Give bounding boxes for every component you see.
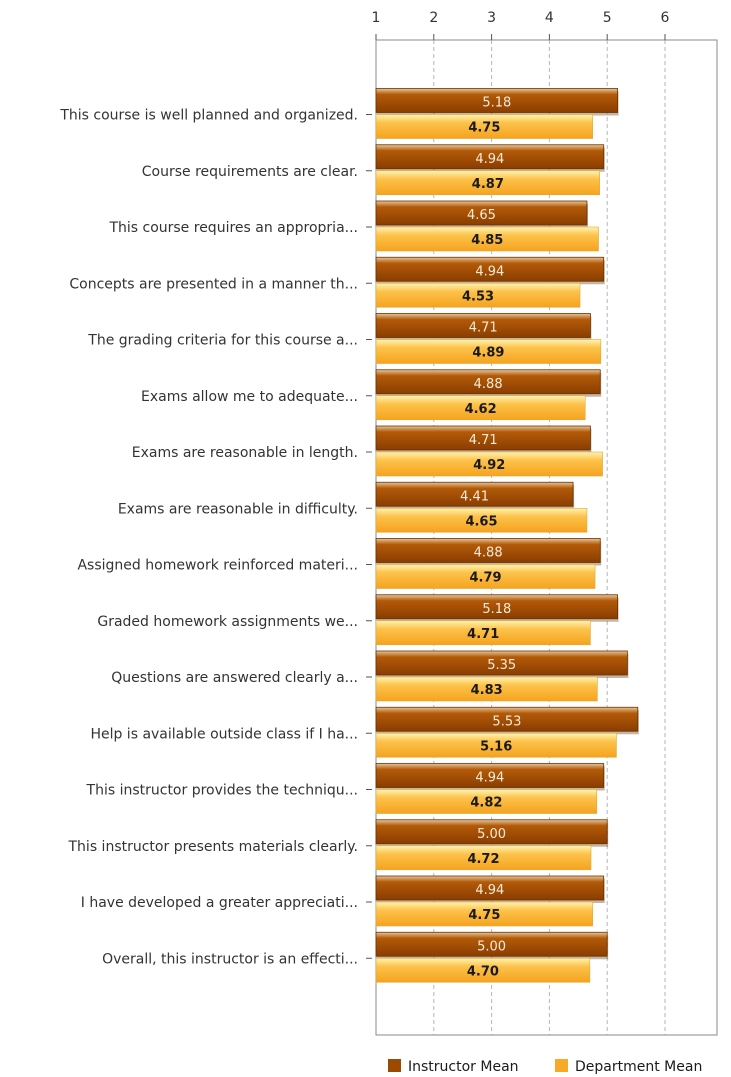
bar-department-mean bbox=[375, 170, 600, 196]
legend-swatch-department bbox=[555, 1059, 568, 1072]
bar-instructor-mean bbox=[375, 538, 601, 563]
plot-area bbox=[375, 39, 718, 1036]
bar-department-mean bbox=[375, 845, 592, 871]
bar-instructor-mean bbox=[375, 706, 639, 732]
x-axis: 1 2 3 4 5 6 bbox=[372, 10, 670, 40]
data-label-department: 4.70 bbox=[467, 964, 499, 979]
x-tick-label: 6 bbox=[661, 10, 670, 26]
bar-department-mean bbox=[375, 957, 591, 983]
x-tick-label: 5 bbox=[603, 10, 612, 26]
data-label-instructor: 5.35 bbox=[487, 658, 516, 673]
data-label-department: 4.62 bbox=[465, 402, 497, 417]
data-label-instructor: 4.65 bbox=[467, 208, 496, 223]
data-label-instructor: 5.18 bbox=[482, 602, 511, 617]
x-tick-label: 2 bbox=[429, 10, 438, 26]
category-label: Concepts are presented in a manner th... bbox=[69, 276, 358, 292]
bar-department-mean bbox=[375, 676, 598, 702]
legend-label-department: Department Mean bbox=[575, 1059, 702, 1075]
data-label-department: 4.72 bbox=[467, 852, 499, 867]
bar-department-mean bbox=[375, 732, 617, 758]
legend: Instructor Mean Department Mean bbox=[388, 1059, 702, 1075]
category-label: This course is well planned and organize… bbox=[59, 108, 358, 124]
category-label: The grading criteria for this course a..… bbox=[87, 333, 358, 349]
bar-instructor-mean bbox=[375, 256, 605, 282]
data-label-instructor: 4.94 bbox=[475, 883, 504, 898]
bar-department-mean bbox=[375, 789, 598, 814]
data-label-department: 4.79 bbox=[469, 571, 501, 586]
bar-department-mean bbox=[375, 395, 586, 421]
data-label-instructor: 4.41 bbox=[460, 489, 489, 504]
data-label-department: 4.87 bbox=[472, 177, 504, 192]
data-label-department: 4.53 bbox=[462, 289, 494, 304]
data-label-instructor: 4.94 bbox=[475, 771, 504, 786]
bar-department-mean bbox=[375, 114, 594, 139]
category-label: Exams allow me to adequate... bbox=[141, 389, 358, 405]
data-label-instructor: 4.88 bbox=[474, 377, 503, 392]
bar-department-mean bbox=[375, 620, 591, 646]
data-label-department: 4.71 bbox=[467, 627, 499, 642]
data-label-instructor: 5.18 bbox=[482, 96, 511, 111]
category-label: Help is available outside class if I ha.… bbox=[90, 726, 358, 742]
category-label: Graded homework assignments we... bbox=[97, 614, 358, 630]
data-label-department: 5.16 bbox=[480, 739, 512, 754]
data-label-instructor: 5.53 bbox=[492, 714, 521, 729]
data-label-instructor: 5.00 bbox=[477, 827, 506, 842]
legend-label-instructor: Instructor Mean bbox=[408, 1059, 519, 1075]
bar-department-mean bbox=[375, 226, 599, 252]
bar-department-mean bbox=[375, 901, 594, 927]
category-label: I have developed a greater appreciati... bbox=[81, 895, 358, 911]
bar-department-mean bbox=[375, 282, 581, 308]
data-label-department: 4.82 bbox=[470, 796, 502, 811]
legend-swatch-instructor bbox=[388, 1059, 401, 1072]
data-label-instructor: 4.88 bbox=[474, 546, 503, 561]
category-label: This instructor provides the techniqu... bbox=[86, 783, 358, 799]
category-label: This instructor presents materials clear… bbox=[68, 839, 359, 855]
category-label: Assigned homework reinforced materi... bbox=[77, 558, 358, 574]
category-label: Overall, this instructor is an effecti..… bbox=[102, 951, 358, 967]
bar-instructor-mean bbox=[375, 819, 608, 845]
category-label: Course requirements are clear. bbox=[142, 164, 358, 180]
bar-instructor-mean bbox=[375, 594, 618, 620]
bar-instructor-mean bbox=[375, 931, 608, 957]
category-label: Exams are reasonable in difficulty. bbox=[118, 501, 358, 517]
data-label-instructor: 4.71 bbox=[469, 433, 498, 448]
data-label-instructor: 4.71 bbox=[469, 321, 498, 336]
data-label-instructor: 4.94 bbox=[475, 264, 504, 279]
bar-instructor-mean bbox=[375, 200, 588, 226]
data-label-department: 4.75 bbox=[468, 121, 500, 136]
bar-department-mean bbox=[375, 451, 603, 477]
y-axis: This course is well planned and organize… bbox=[59, 108, 372, 967]
data-label-department: 4.65 bbox=[465, 514, 497, 529]
data-label-department: 4.75 bbox=[468, 908, 500, 923]
bar-instructor-mean bbox=[375, 481, 574, 507]
x-tick-label: 3 bbox=[487, 10, 496, 26]
bar-department-mean bbox=[375, 507, 588, 533]
bar-instructor-mean bbox=[375, 369, 601, 395]
data-label-instructor: 4.94 bbox=[475, 152, 504, 167]
bar-department-mean bbox=[375, 339, 602, 364]
category-label: This course requires an appropria... bbox=[108, 220, 358, 236]
bars: 5.18 4.75 4.94 4.87 4.65 4.85 4.94 4.53 4.71 4.89… bbox=[375, 88, 639, 983]
bar-department-mean bbox=[375, 564, 596, 589]
bar-instructor-mean bbox=[375, 875, 605, 901]
data-label-department: 4.83 bbox=[471, 683, 503, 698]
x-tick-label: 1 bbox=[372, 10, 381, 26]
data-label-department: 4.92 bbox=[473, 458, 505, 473]
data-label-instructor: 5.00 bbox=[477, 939, 506, 954]
bar-instructor-mean bbox=[375, 313, 591, 338]
bar-instructor-mean bbox=[375, 88, 618, 113]
category-label: Exams are reasonable in length. bbox=[132, 445, 358, 461]
bar-instructor-mean bbox=[375, 425, 591, 451]
data-label-department: 4.85 bbox=[471, 233, 503, 248]
category-label: Questions are answered clearly a... bbox=[111, 670, 358, 686]
bar-instructor-mean bbox=[375, 763, 605, 788]
data-label-department: 4.89 bbox=[472, 346, 504, 361]
x-tick-label: 4 bbox=[545, 10, 554, 26]
bar-instructor-mean bbox=[375, 650, 628, 676]
bar-instructor-mean bbox=[375, 144, 605, 170]
